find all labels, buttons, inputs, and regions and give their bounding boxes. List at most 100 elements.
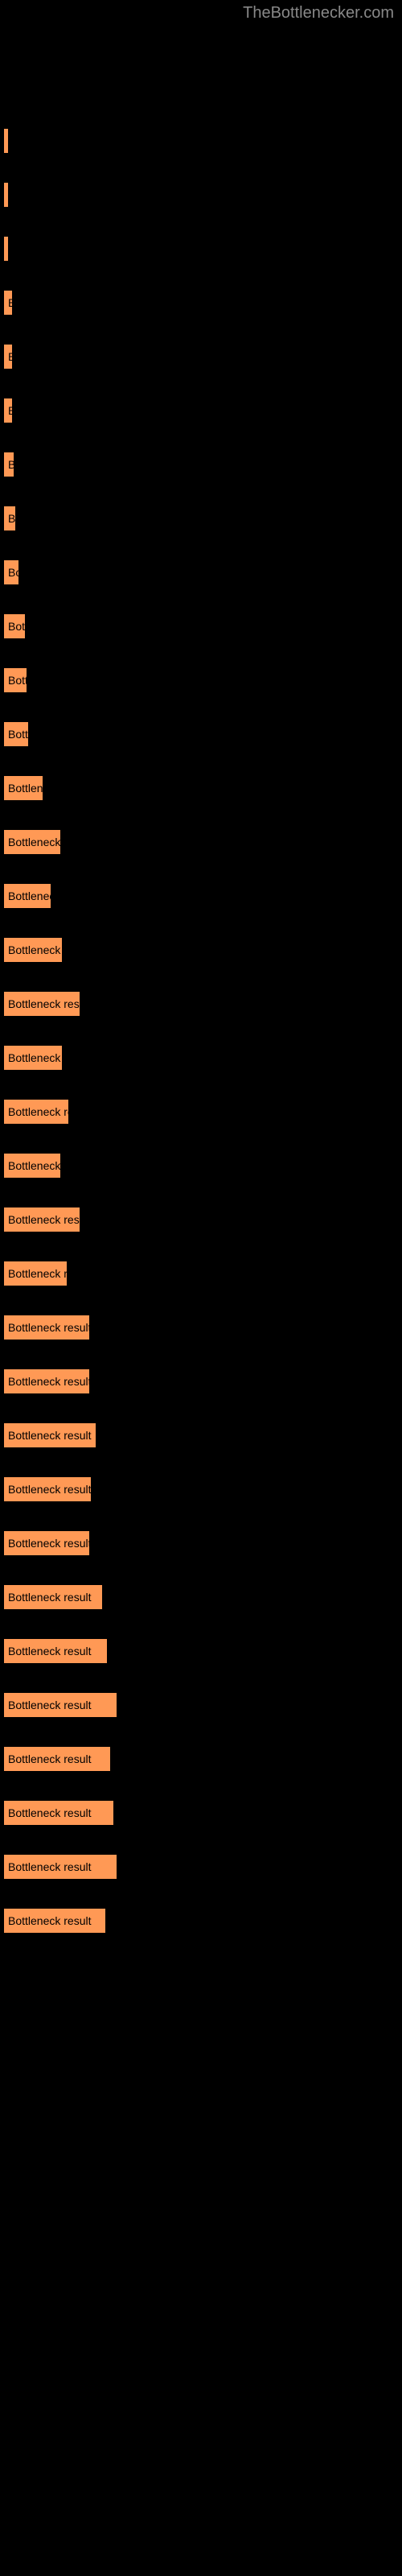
bar: Bottleneck result: [4, 1909, 105, 1933]
bar: B: [4, 398, 12, 423]
bar-label: B: [8, 350, 12, 363]
bar-row: Bottlene: [4, 776, 402, 800]
bar-row: Bottleneck result: [4, 1369, 402, 1393]
bar: Bottleneck res: [4, 1046, 62, 1070]
bar: Bottleneck result: [4, 1855, 117, 1879]
bar-label: Bottleneck result: [8, 1914, 92, 1927]
bar-label: Bott: [8, 620, 25, 633]
bar: B: [4, 506, 15, 530]
bar-label: B: [8, 458, 14, 471]
bar-label: Bott: [8, 674, 27, 687]
bar-row: Bottleneck result: [4, 1855, 402, 1879]
bar-row: Bottleneck result: [4, 1909, 402, 1933]
bar-label: Bottleneck result: [8, 1375, 89, 1388]
bar: Bottleneck result: [4, 1531, 89, 1555]
bar-label: Bottleneck result: [8, 1321, 89, 1334]
bar: Bottleneck result: [4, 1801, 113, 1825]
bar: Bottleneck result: [4, 1315, 89, 1340]
bar-label: Bott: [8, 728, 28, 741]
bar-row: [4, 237, 402, 261]
bar-label: Bottleneck result: [8, 1699, 92, 1711]
bar: Bottleneck re: [4, 1154, 60, 1178]
bar-row: Bottleneck result: [4, 1423, 402, 1447]
bar-row: B: [4, 506, 402, 530]
bar-row: Bottleneck res: [4, 1046, 402, 1070]
bar: Bottleneck result: [4, 992, 80, 1016]
bar-row: Bottleneck result: [4, 1531, 402, 1555]
bar-row: [4, 183, 402, 207]
bar-label: Bottleneck res: [8, 943, 62, 956]
bar: Bottleneck result: [4, 1693, 117, 1717]
bar: Bottleneck result: [4, 1477, 91, 1501]
bar: Bott: [4, 668, 27, 692]
bar-label: Bottleneck result: [8, 1645, 92, 1657]
bar: Bottleneck re: [4, 830, 60, 854]
bar-row: Bottleneck res: [4, 938, 402, 962]
bar: Bottleneck result: [4, 1747, 110, 1771]
bar-row: Bott: [4, 668, 402, 692]
bar-row: Bottleneck re: [4, 1154, 402, 1178]
bar: Bottleneck res: [4, 938, 62, 962]
bar: Bottleneck resu: [4, 1100, 68, 1124]
bar-row: Bottleneck result: [4, 1747, 402, 1771]
bar-label: Bottlene: [8, 782, 43, 795]
bar-label: B: [8, 404, 12, 417]
bar: [4, 183, 8, 207]
bar: Bottlene: [4, 776, 43, 800]
bar-row: B: [4, 345, 402, 369]
bar-row: Bottleneck result: [4, 1208, 402, 1232]
bar-label: Bottleneck re: [8, 1159, 60, 1172]
bar-label: B: [8, 512, 15, 525]
bar-row: Bottleneck result: [4, 1477, 402, 1501]
bar-row: Bottleneck result: [4, 1315, 402, 1340]
bar: Bottleneck result: [4, 1423, 96, 1447]
bar-chart: B B B B B Bo Bott Bott Bott Bottlene Bottleneck re…: [0, 0, 402, 1933]
bar: Bottleneck result: [4, 1639, 107, 1663]
bar: Bott: [4, 722, 28, 746]
bar-label: Bottleneck result: [8, 1483, 91, 1496]
bar-label: Bottleneck result: [8, 1213, 80, 1226]
bar-row: Bottleneck result: [4, 1639, 402, 1663]
bar-row: Bott: [4, 614, 402, 638]
bar: B: [4, 452, 14, 477]
bar: Bottleneck: [4, 884, 51, 908]
bar: Bott: [4, 614, 25, 638]
bar-label: Bo: [8, 566, 18, 579]
bar-label: Bottleneck result: [8, 1429, 92, 1442]
bar-row: Bottleneck result: [4, 1801, 402, 1825]
bar-label: Bottleneck result: [8, 1537, 89, 1550]
bar-row: Bottleneck result: [4, 1585, 402, 1609]
bar-label: Bottleneck result: [8, 997, 80, 1010]
bar-label: Bottleneck resu: [8, 1105, 68, 1118]
bar-label: Bottleneck re: [8, 836, 60, 848]
bar-row: Bottleneck resu: [4, 1100, 402, 1124]
bar-label: Bottleneck res: [8, 1267, 67, 1280]
bar-row: Bottleneck result: [4, 992, 402, 1016]
bar: Bottleneck res: [4, 1261, 67, 1286]
bar-row: B: [4, 291, 402, 315]
bar-row: Bottleneck re: [4, 830, 402, 854]
watermark-text: TheBottlenecker.com: [243, 4, 394, 23]
bar: Bottleneck result: [4, 1585, 102, 1609]
bar: Bottleneck result: [4, 1208, 80, 1232]
bar-label: Bottleneck: [8, 890, 51, 902]
bar-row: B: [4, 398, 402, 423]
bar-row: Bott: [4, 722, 402, 746]
bar-label: Bottleneck result: [8, 1860, 92, 1873]
bar-label: Bottleneck result: [8, 1752, 92, 1765]
bar-label: Bottleneck result: [8, 1591, 92, 1604]
bar-label: Bottleneck result: [8, 1806, 92, 1819]
bar-row: [4, 129, 402, 153]
bar: [4, 237, 8, 261]
bar-row: Bottleneck result: [4, 1693, 402, 1717]
bar-row: B: [4, 452, 402, 477]
bar: B: [4, 345, 12, 369]
bar-row: Bottleneck res: [4, 1261, 402, 1286]
bar: Bo: [4, 560, 18, 584]
bar: [4, 129, 8, 153]
bar: B: [4, 291, 12, 315]
bar-label: B: [8, 296, 12, 309]
bar-row: Bo: [4, 560, 402, 584]
bar-row: Bottleneck: [4, 884, 402, 908]
bar-label: Bottleneck res: [8, 1051, 62, 1064]
